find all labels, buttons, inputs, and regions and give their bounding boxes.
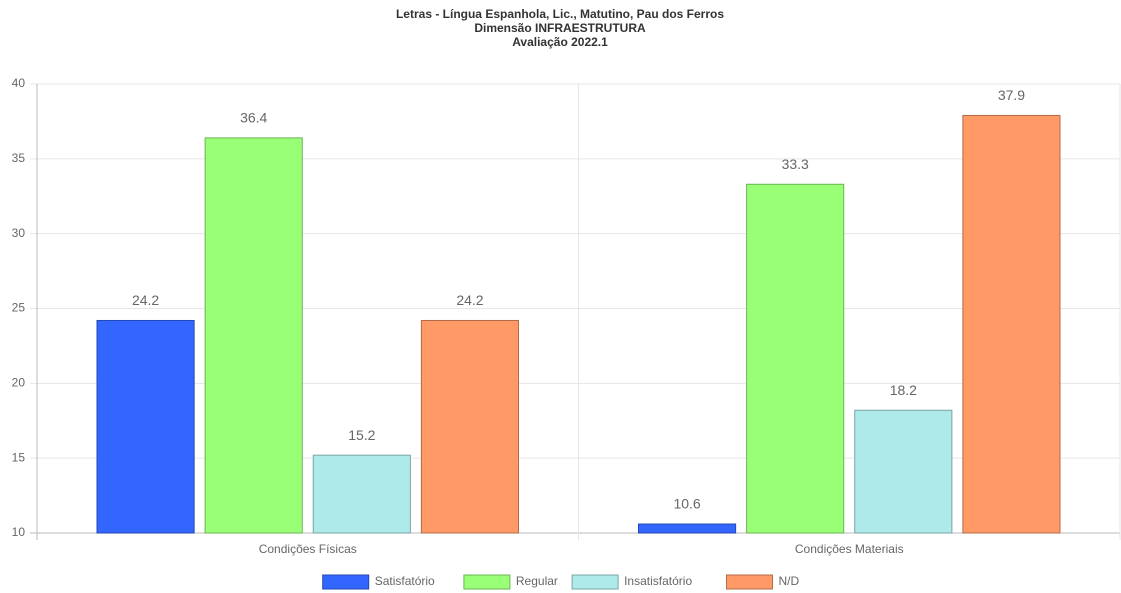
legend-swatch xyxy=(322,574,370,590)
value-label: 15.2 xyxy=(348,427,375,443)
y-tick-label: 25 xyxy=(12,301,26,315)
legend-label: Regular xyxy=(516,574,558,588)
y-tick-label: 30 xyxy=(12,226,26,240)
value-label: 18.2 xyxy=(890,382,917,398)
legend-label: N/D xyxy=(779,574,800,588)
bar xyxy=(312,454,411,534)
bar xyxy=(96,319,195,534)
value-label: 10.6 xyxy=(673,496,700,512)
bar xyxy=(204,137,303,534)
value-label: 24.2 xyxy=(132,292,159,308)
chart-title: Avaliação 2022.1 xyxy=(512,35,608,49)
bar xyxy=(420,319,519,534)
y-tick-label: 20 xyxy=(12,376,26,390)
value-label: 36.4 xyxy=(240,110,267,126)
chart-title: Dimensão INFRAESTRUTURA xyxy=(474,21,646,35)
y-tick-label: 15 xyxy=(12,450,26,464)
y-tick-label: 35 xyxy=(12,151,26,165)
value-label: 37.9 xyxy=(998,87,1025,103)
bar xyxy=(638,523,737,534)
bar xyxy=(854,409,953,534)
y-tick-label: 10 xyxy=(12,525,26,539)
legend-label: Satisfatório xyxy=(375,574,435,588)
legend-swatch xyxy=(463,574,511,590)
y-tick-label: 40 xyxy=(12,76,26,90)
x-tick-label: Condições Materiais xyxy=(795,542,904,556)
bar xyxy=(962,114,1061,534)
x-tick-label: Condições Físicas xyxy=(259,542,357,556)
bar xyxy=(746,183,845,534)
legend-label: Insatisfatório xyxy=(624,574,692,588)
legend-swatch xyxy=(571,574,619,590)
value-label: 24.2 xyxy=(456,292,483,308)
value-label: 33.3 xyxy=(782,156,809,172)
chart-title: Letras - Língua Espanhola, Lic., Matutin… xyxy=(396,7,724,21)
legend-swatch xyxy=(726,574,773,590)
